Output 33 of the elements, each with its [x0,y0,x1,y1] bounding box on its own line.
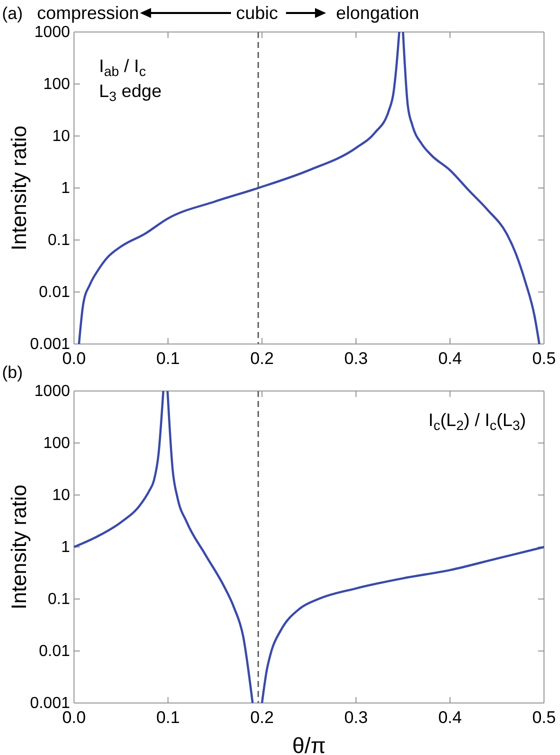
y-tick-label: 0.01 [38,284,70,302]
annotation: I$_{ab}$ / I$_{c}$ [99,56,146,80]
y-tick-label: 1000 [34,24,70,42]
text: I$_{c}$(L$_{2}$) / I$_{c}$(L$_{3}$) [428,410,526,434]
chart-title: (a) [2,4,23,23]
x-tick-label: 0.3 [344,349,368,368]
y-tick-label: 1 [61,180,70,198]
y-tick-label: 10 [52,128,70,146]
x-tick-label: 0.2 [250,708,274,728]
chart-title: (b) [2,363,23,382]
y-tick-label: 0.01 [38,643,70,660]
x-tick-label: 0.1 [156,349,180,368]
y-tick-label: 0.1 [48,232,70,250]
text: elongation [336,3,420,23]
y-tick-label: 1000 [34,383,70,400]
text: cubic [236,3,278,23]
x-tick-label: 0.3 [344,708,368,728]
y-tick-label: 100 [43,76,70,94]
y-axis-title: Intensity ratio [8,484,31,610]
x-tick-label: 0.4 [438,708,462,728]
x-tick-label: 0.1 [156,708,180,728]
x-tick-label: 0.5 [532,349,556,368]
y-axis-title: Intensity ratio [8,126,31,250]
annotation: L$_{3}$ edge [99,81,162,104]
x-axis-title: θ/π [292,733,326,755]
x-tick-label: 0.2 [250,349,274,368]
x-tick-label: 0.4 [438,349,462,368]
x-tick-label: 0.5 [532,708,556,728]
y-tick-label: 1 [61,539,70,556]
y-tick-label: 100 [43,435,70,452]
y-tick-label: 10 [52,487,70,504]
y-tick-label: 0.1 [48,591,70,608]
text: compression [37,3,140,23]
